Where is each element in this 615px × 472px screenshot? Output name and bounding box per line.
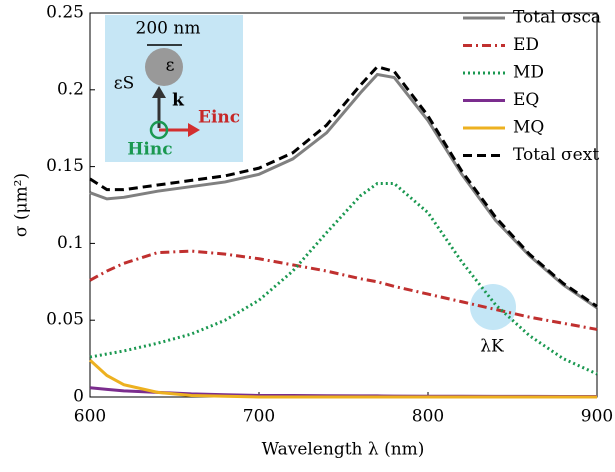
x-tick-label: 600	[74, 407, 106, 427]
e-arrowhead	[188, 123, 200, 137]
inset	[105, 15, 243, 162]
x-tick-label: 900	[581, 407, 613, 427]
particle	[145, 48, 183, 86]
y-tick-label: 0.1	[57, 233, 84, 253]
y-tick-label: 0.05	[46, 310, 84, 330]
y-tick-label: 0.15	[46, 156, 84, 176]
legend-label: ED	[513, 35, 539, 55]
series-line	[89, 65, 598, 308]
y-tick-label: 0.2	[57, 79, 84, 99]
y-tick-label: 0	[73, 387, 84, 407]
x-tick-label: 700	[243, 407, 275, 427]
y-tick-label: 0.25	[46, 3, 84, 23]
annotation: Einc	[198, 108, 240, 128]
x-axis-label: Wavelength λ (nm)	[262, 440, 425, 460]
x-tick-label: 800	[412, 407, 444, 427]
legend-label: MD	[513, 63, 544, 83]
annotation: Hinc	[127, 140, 172, 160]
annotation: 200 nm	[136, 19, 201, 39]
annotation: k	[172, 91, 185, 111]
annotation: λK	[480, 337, 504, 357]
legend-label: MQ	[513, 118, 544, 138]
kerker-marker	[470, 284, 516, 330]
k-arrowhead	[152, 86, 166, 98]
annotation: εS	[114, 74, 134, 94]
legend-label: Total σsca	[513, 8, 601, 28]
annotation: ε	[166, 56, 175, 76]
series-line	[89, 182, 598, 376]
series-line	[88, 359, 597, 399]
legend-label: EQ	[513, 90, 539, 110]
series-line	[89, 249, 598, 331]
legend-label: Total σext	[513, 145, 599, 165]
h-symbol	[149, 120, 169, 140]
series-line	[89, 72, 598, 310]
y-axis-label: σ (μm²)	[12, 173, 32, 237]
